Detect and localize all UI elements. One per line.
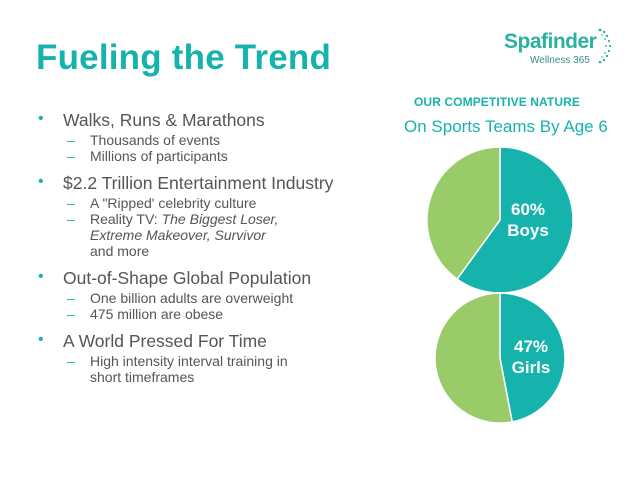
bullet-item: • $2.2 Trillion Entertainment Industry –… — [38, 173, 358, 259]
bullet-item: • Walks, Runs & Marathons – Thousands of … — [38, 110, 358, 164]
bullet-marker: • — [38, 173, 44, 190]
sub-item: – A "Ripped' celebrity culture — [67, 195, 257, 211]
logo-subtitle: Wellness 365 — [530, 55, 590, 66]
bullet-marker: • — [38, 331, 44, 348]
sub-text: 475 million are obese — [90, 306, 224, 322]
pie-slice-other — [434, 292, 514, 424]
bullet-item: • Out-of-Shape Global Population – One bi… — [38, 268, 358, 322]
pie-value-label: 60% — [511, 200, 545, 219]
logo-dots-icon — [598, 28, 612, 64]
pie-slice-other — [426, 146, 501, 281]
spafinder-logo: Spafinder Wellness 365 — [500, 26, 612, 74]
sub-item: – Millions of participants — [67, 148, 228, 164]
sub-text: A "Ripped' celebrity culture — [90, 195, 257, 211]
sub-italic-text: Extreme Makeover, Survivor — [90, 227, 266, 243]
sub-text: High intensity interval training in — [90, 353, 288, 369]
sub-text: short timeframes — [90, 369, 195, 385]
chart-subtitle: On Sports Teams By Age 6 — [404, 117, 608, 136]
pie-value-label: 47% — [514, 337, 548, 356]
bullet-text: Out-of-Shape Global Population — [63, 268, 312, 288]
bullet-text: A World Pressed For Time — [63, 331, 267, 351]
pie-category-label: Girls — [512, 358, 551, 377]
bullet-item: • A World Pressed For Time – High intensi… — [38, 331, 358, 385]
sub-item: – Reality TV: The Biggest Loser, Extreme M… — [67, 211, 279, 259]
bullet-text: Walks, Runs & Marathons — [63, 110, 265, 130]
pie-slice-girls — [499, 292, 566, 423]
sub-item: –475 million are obese — [67, 306, 224, 322]
sub-italic-text: The Biggest Loser, — [161, 211, 279, 227]
sub-text: One billion adults are overweight — [90, 290, 294, 306]
sub-text: and more — [90, 243, 150, 259]
bullet-marker: • — [38, 268, 44, 285]
sub-text: Thousands of events — [90, 132, 220, 148]
pie-category-label: Boys — [507, 221, 549, 240]
logo-name: Spafinder — [504, 30, 597, 53]
sub-text: Millions of participants — [90, 148, 228, 164]
sub-item: – Thousands of events — [67, 132, 220, 148]
bullet-text: $2.2 Trillion Entertainment Industry — [63, 173, 334, 193]
bullet-marker: • — [38, 110, 44, 127]
sub-text: Reality TV: — [90, 211, 162, 227]
pie-slice-boys — [456, 146, 574, 294]
sub-item: – High intensity interval training in shor… — [67, 353, 288, 385]
slide-title: Fueling the Trend — [36, 38, 332, 77]
bullet-list: • Walks, Runs & Marathons – Thousands of … — [38, 110, 358, 385]
chart-title: OUR COMPETITIVE NATURE — [414, 95, 580, 109]
sub-item: – One billion adults are overweight — [67, 290, 294, 306]
